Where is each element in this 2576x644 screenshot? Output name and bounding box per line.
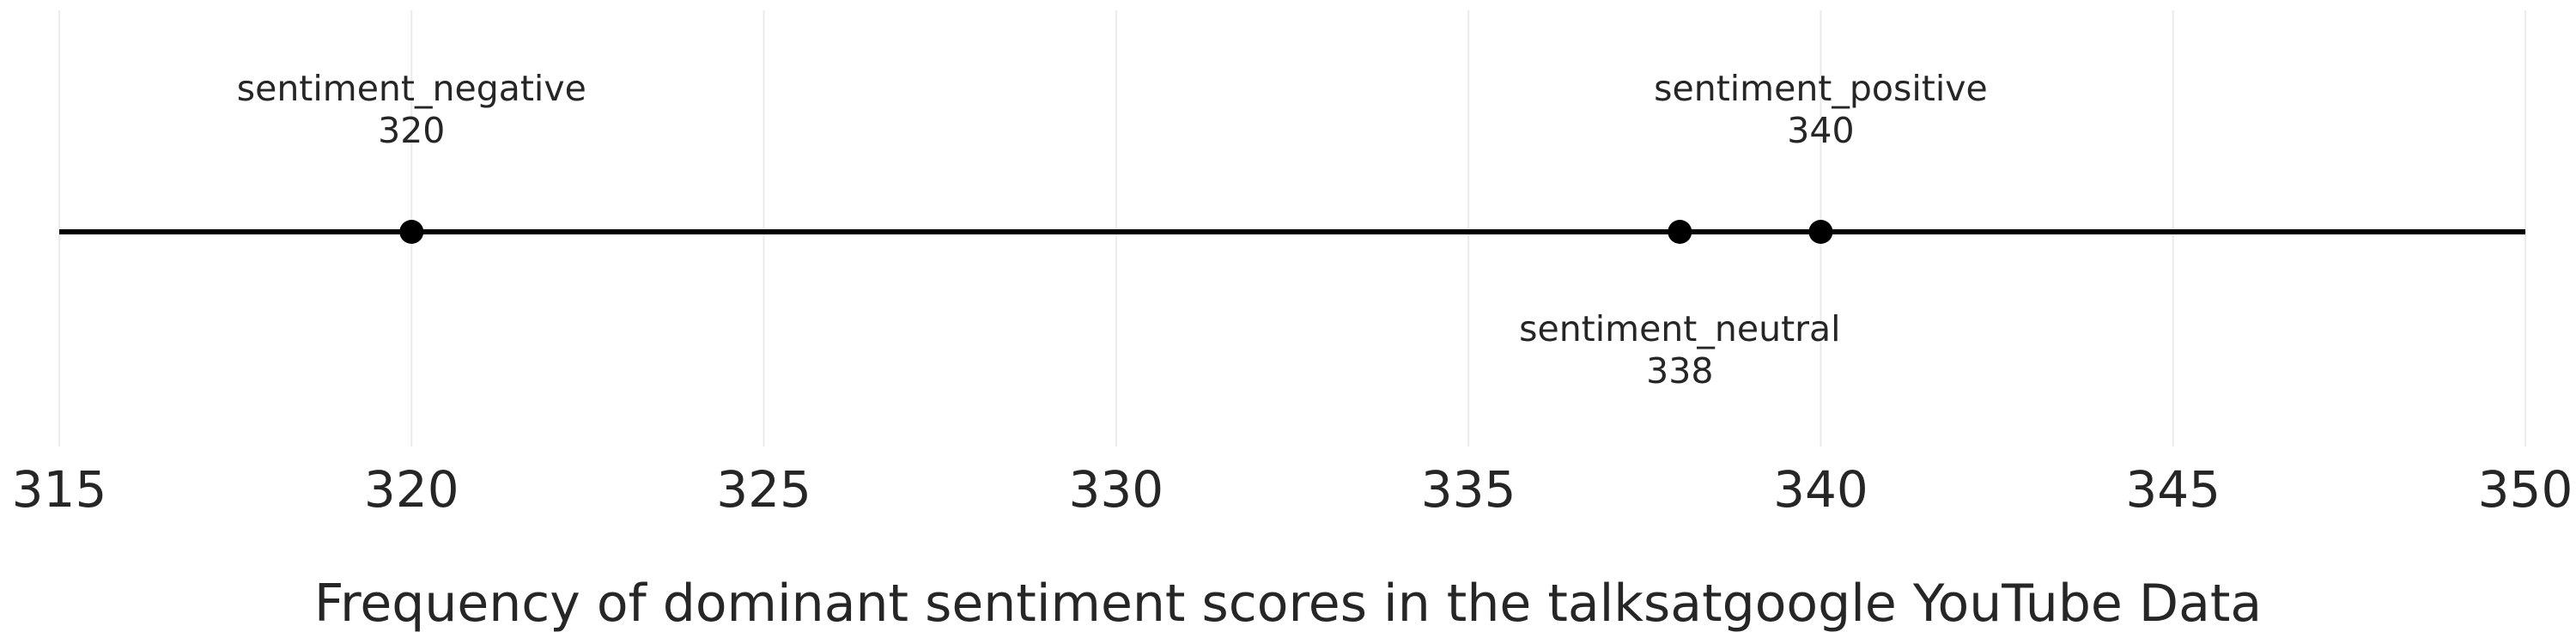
x-tick-label-340: 340: [1773, 460, 1868, 519]
point-sentiment-positive: [1808, 220, 1833, 244]
x-tick-label-320: 320: [364, 460, 459, 519]
point-sentiment-neutral: [1668, 220, 1692, 244]
x-axis-title: Frequency of dominant sentiment scores i…: [314, 574, 2262, 634]
x-tick-label-325: 325: [716, 460, 811, 519]
point-value-sentiment-positive: 340: [1787, 110, 1854, 151]
data-points: [399, 220, 1833, 244]
x-tick-label-335: 335: [1421, 460, 1516, 519]
point-value-sentiment-negative: 320: [378, 110, 445, 151]
point-sentiment-negative: [399, 220, 424, 244]
x-tick-label-330: 330: [1068, 460, 1163, 519]
point-value-sentiment-neutral: 338: [1646, 350, 1713, 392]
tick-labels: 315 320 325 330 335 340 345 350: [12, 460, 2573, 519]
point-name-sentiment-positive: sentiment_positive: [1654, 68, 1988, 109]
point-name-sentiment-negative: sentiment_negative: [237, 68, 586, 109]
x-tick-label-350: 350: [2478, 460, 2573, 519]
x-tick-label-345: 345: [2125, 460, 2221, 519]
x-tick-label-315: 315: [12, 460, 107, 519]
point-name-sentiment-neutral: sentiment_neutral: [1519, 308, 1840, 349]
